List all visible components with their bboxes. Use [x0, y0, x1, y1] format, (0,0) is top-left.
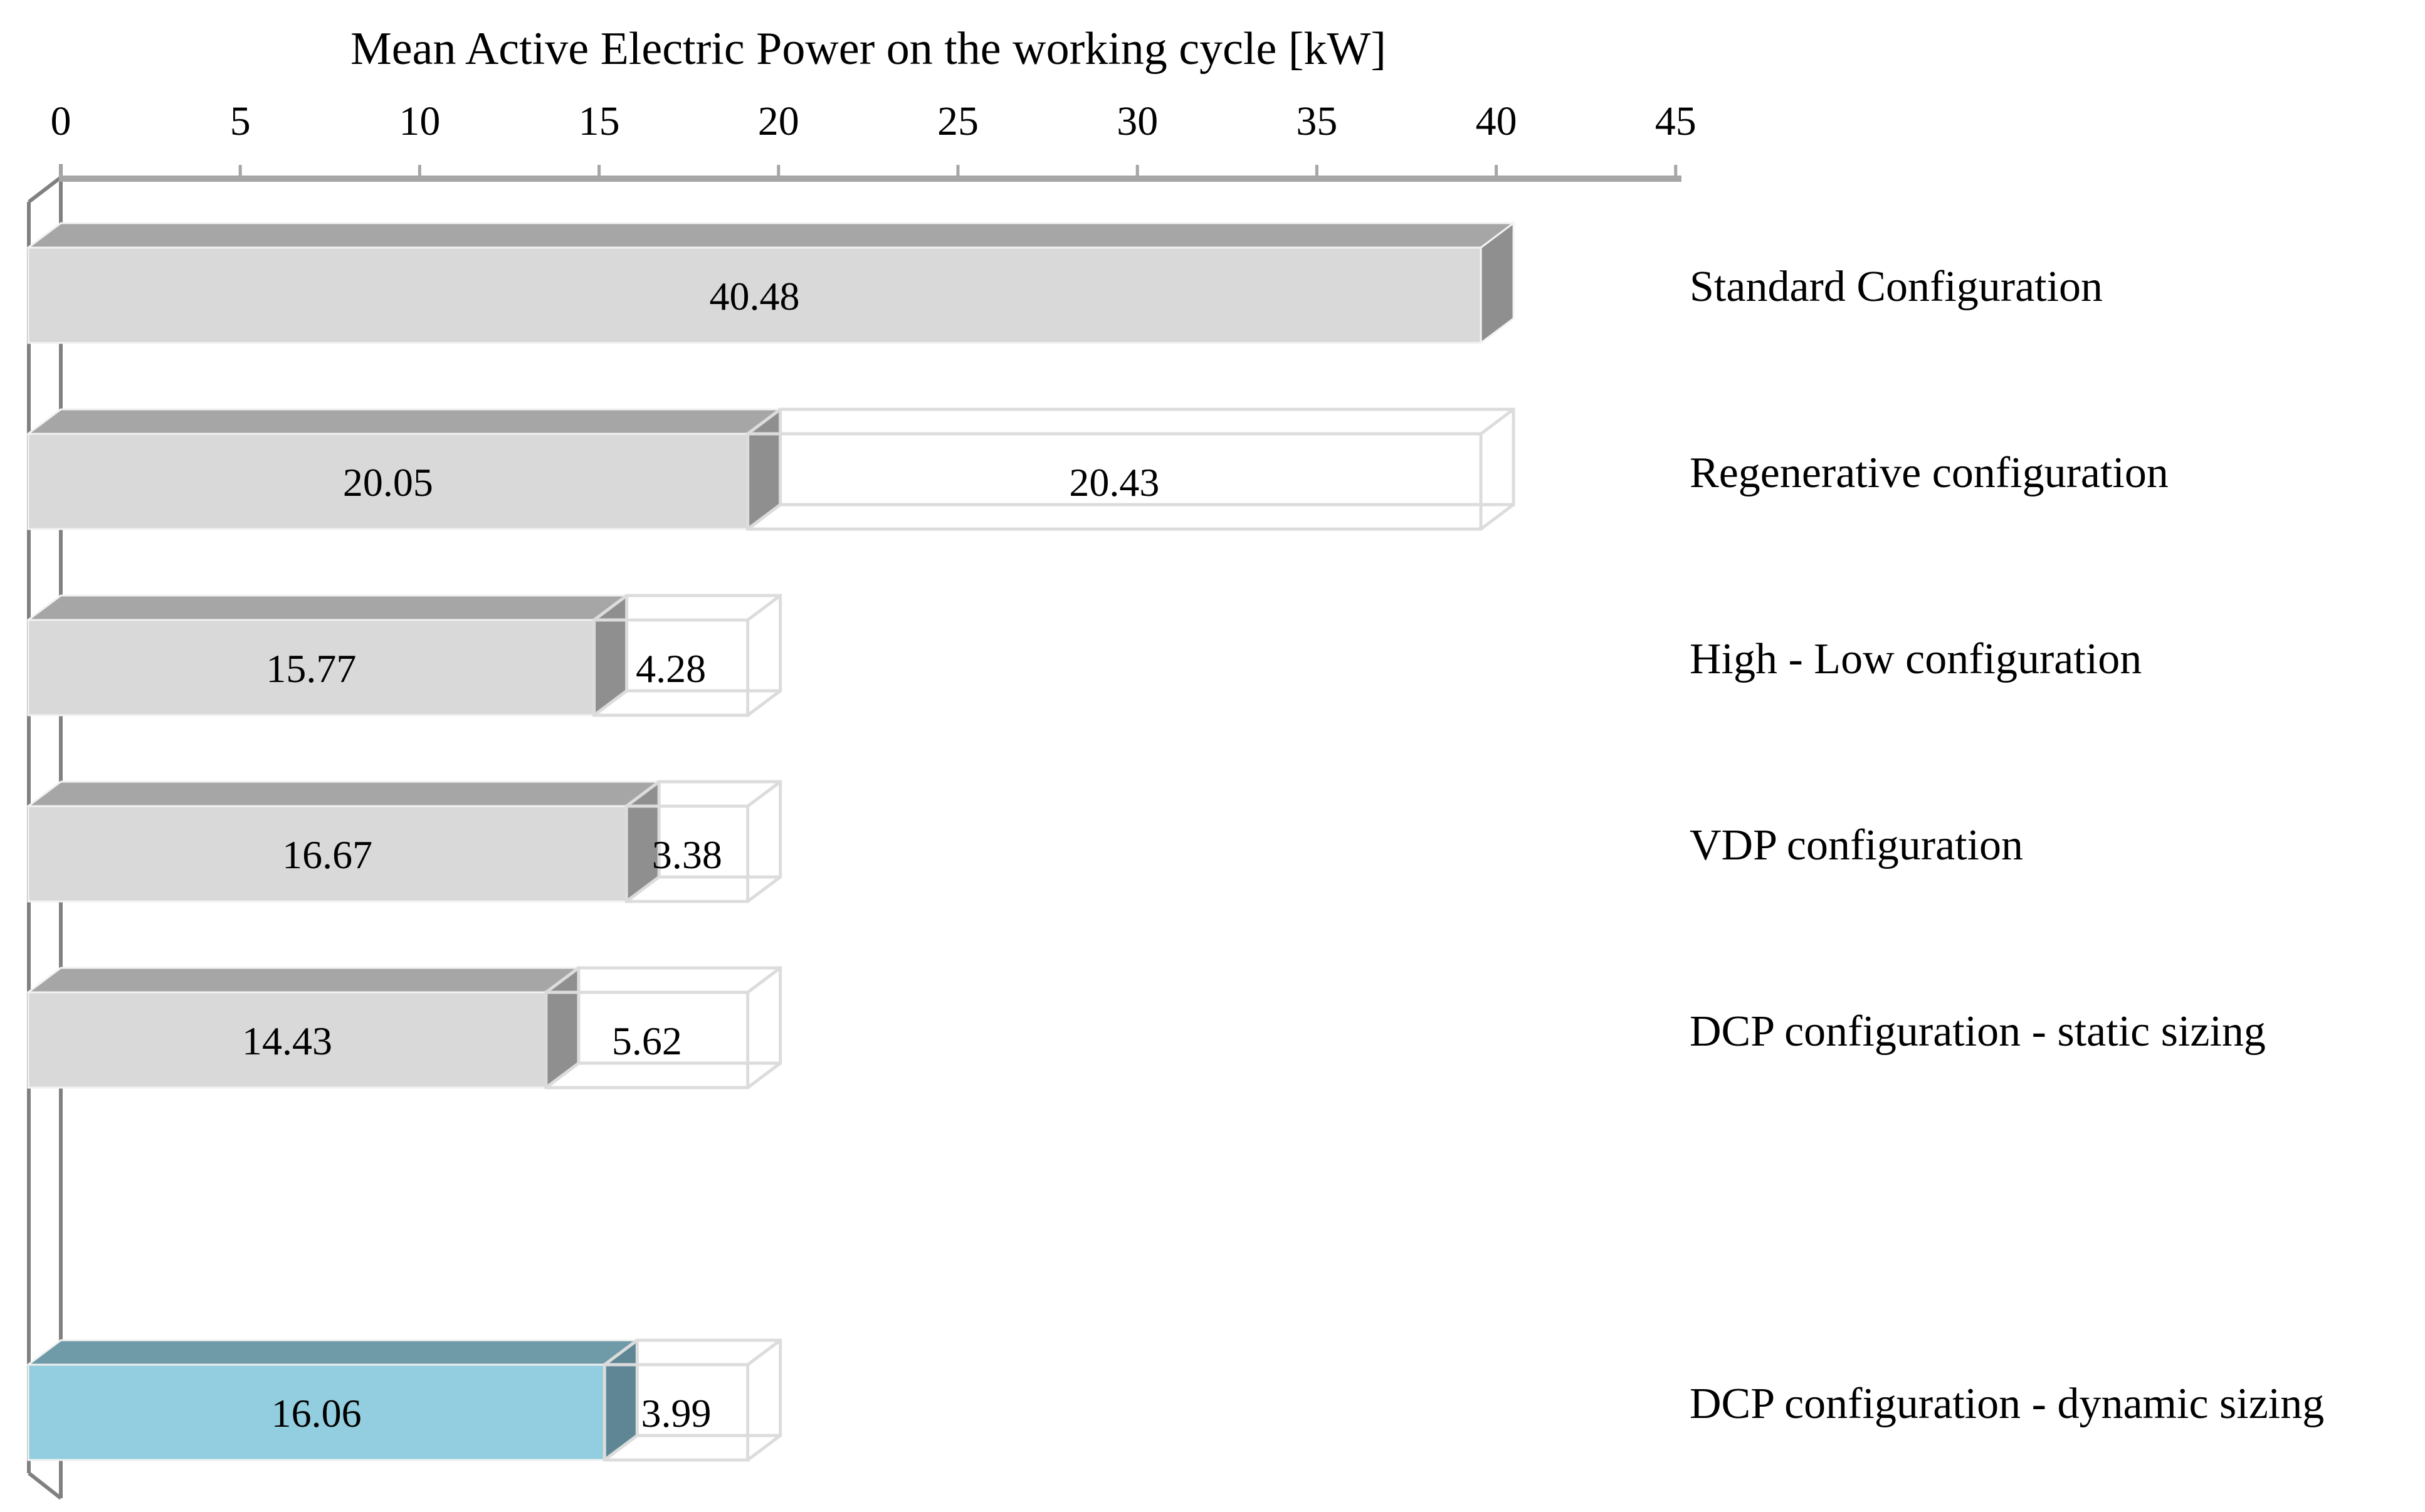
bar-front-face: [27, 991, 547, 1089]
outline-bar-front-face: [746, 432, 1483, 531]
outline-bar-edge: [747, 1062, 782, 1089]
axis-tick-label: 0: [51, 98, 71, 144]
bar-value-label: 16.06: [271, 1391, 362, 1436]
bar-value-label: 40.48: [710, 274, 800, 318]
outline-bar-edge: [625, 780, 660, 807]
bar-value-label: 15.77: [266, 646, 356, 691]
bar-top-face: [25, 222, 1517, 249]
outline-bar-edge: [747, 1434, 782, 1461]
bar-front-face: [27, 433, 749, 530]
axis-tick-label: 25: [937, 98, 979, 144]
outline-bar: 3.38: [624, 780, 782, 903]
outline-bar-edge: [747, 503, 782, 530]
axis-tick-label: 30: [1117, 98, 1158, 144]
bar-row: 20.05: [25, 407, 784, 531]
bar-value-label: 16.67: [282, 832, 372, 877]
axis-tick-label: 5: [230, 98, 251, 144]
outline-bar: 5.62: [544, 966, 782, 1089]
wall-top-diagonal-line: [28, 176, 62, 204]
axis-tick-label: 45: [1655, 98, 1696, 144]
outline-bar-back-face: [635, 1338, 782, 1437]
bar-front-face: [27, 1363, 606, 1461]
outline-bar: 4.28: [592, 594, 782, 717]
bar-row: 16.67: [25, 779, 662, 904]
outline-bar-edge: [747, 967, 782, 994]
category-label: VDP configuration: [1690, 821, 2023, 869]
outline-bar-back-face: [779, 407, 1515, 507]
bar-front-face: [27, 246, 1482, 344]
bar-top-face: [25, 408, 784, 435]
outline-bar-edge: [593, 594, 628, 621]
category-label: Standard Configuration: [1690, 263, 2103, 311]
bar-top-face: [25, 594, 630, 621]
outline-bar-edge: [747, 1339, 782, 1366]
outline-bar-edge: [747, 780, 782, 807]
outline-bar-front-face: [544, 990, 750, 1089]
outline-bar-back-face: [577, 966, 782, 1065]
category-label: DCP configuration - static sizing: [1690, 1007, 2266, 1056]
bar-front-face: [27, 805, 628, 903]
outline-bar-edge: [747, 876, 782, 903]
category-label: High - Low configuration: [1690, 635, 2142, 683]
category-labels: Standard Configuration Regenerative confi…: [1690, 263, 2324, 1428]
outline-bar-edge: [593, 690, 628, 717]
axis-tick-label: 35: [1296, 98, 1337, 144]
outline-bar-edge: [625, 876, 660, 903]
bar-value-label: 3.38: [652, 832, 722, 877]
bar-value-label: 3.99: [641, 1391, 711, 1436]
outline-bar: 3.99: [602, 1338, 782, 1462]
axis-tick-label: 10: [399, 98, 440, 144]
bars: 40.48 20.05 20.43 15.77 4.28 16.67 3.38 14.43 5.…: [25, 221, 1517, 1462]
bar-row: 40.48: [25, 221, 1517, 345]
wall-bottom-diagonal-line: [28, 1471, 62, 1500]
outline-bar-front-face: [602, 1363, 750, 1462]
bar-top-face: [25, 780, 662, 807]
outline-bar-edge: [545, 1062, 580, 1089]
axis-tick-label: 15: [579, 98, 620, 144]
bar-value-label: 20.43: [1069, 460, 1159, 505]
outline-bar-edge: [1480, 503, 1515, 530]
category-label: DCP configuration - dynamic sizing: [1690, 1380, 2324, 1428]
outline-bar-edge: [1480, 408, 1515, 435]
outline-bar-edge: [747, 594, 782, 621]
bar-top-face: [25, 967, 582, 994]
bar-value-label: 14.43: [242, 1019, 332, 1063]
outline-bar-front-face: [624, 804, 750, 903]
bar-value-label: 5.62: [612, 1019, 682, 1063]
outline-bar-back-face: [625, 594, 782, 693]
outline-bar-edge: [603, 1339, 638, 1366]
axis-ticks: 0 5 10 15 20 25 30 35 40 45: [51, 98, 1696, 179]
outline-bar-back-face: [657, 780, 782, 879]
outline-bar-edge: [747, 690, 782, 717]
bar-row: 14.43: [25, 966, 582, 1089]
bar-row: 16.06: [25, 1338, 640, 1462]
category-label: Regenerative configuration: [1690, 449, 2169, 497]
bar-value-label: 20.05: [343, 460, 433, 505]
axis-tick-label: 20: [758, 98, 799, 144]
bar-top-face: [25, 1339, 640, 1366]
bar-value-label: 4.28: [636, 646, 706, 691]
bar-front-face: [27, 619, 596, 717]
outline-bar-edge: [545, 967, 580, 994]
axis-tick-label: 40: [1476, 98, 1517, 144]
outline-bar: 20.43: [746, 407, 1515, 531]
bar-row: 15.77: [25, 594, 630, 717]
outline-bar-edge: [747, 408, 782, 435]
outline-bar-edge: [603, 1434, 638, 1461]
outline-bar-front-face: [592, 618, 750, 717]
chart-title: Mean Active Electric Power on the workin…: [350, 23, 1386, 75]
